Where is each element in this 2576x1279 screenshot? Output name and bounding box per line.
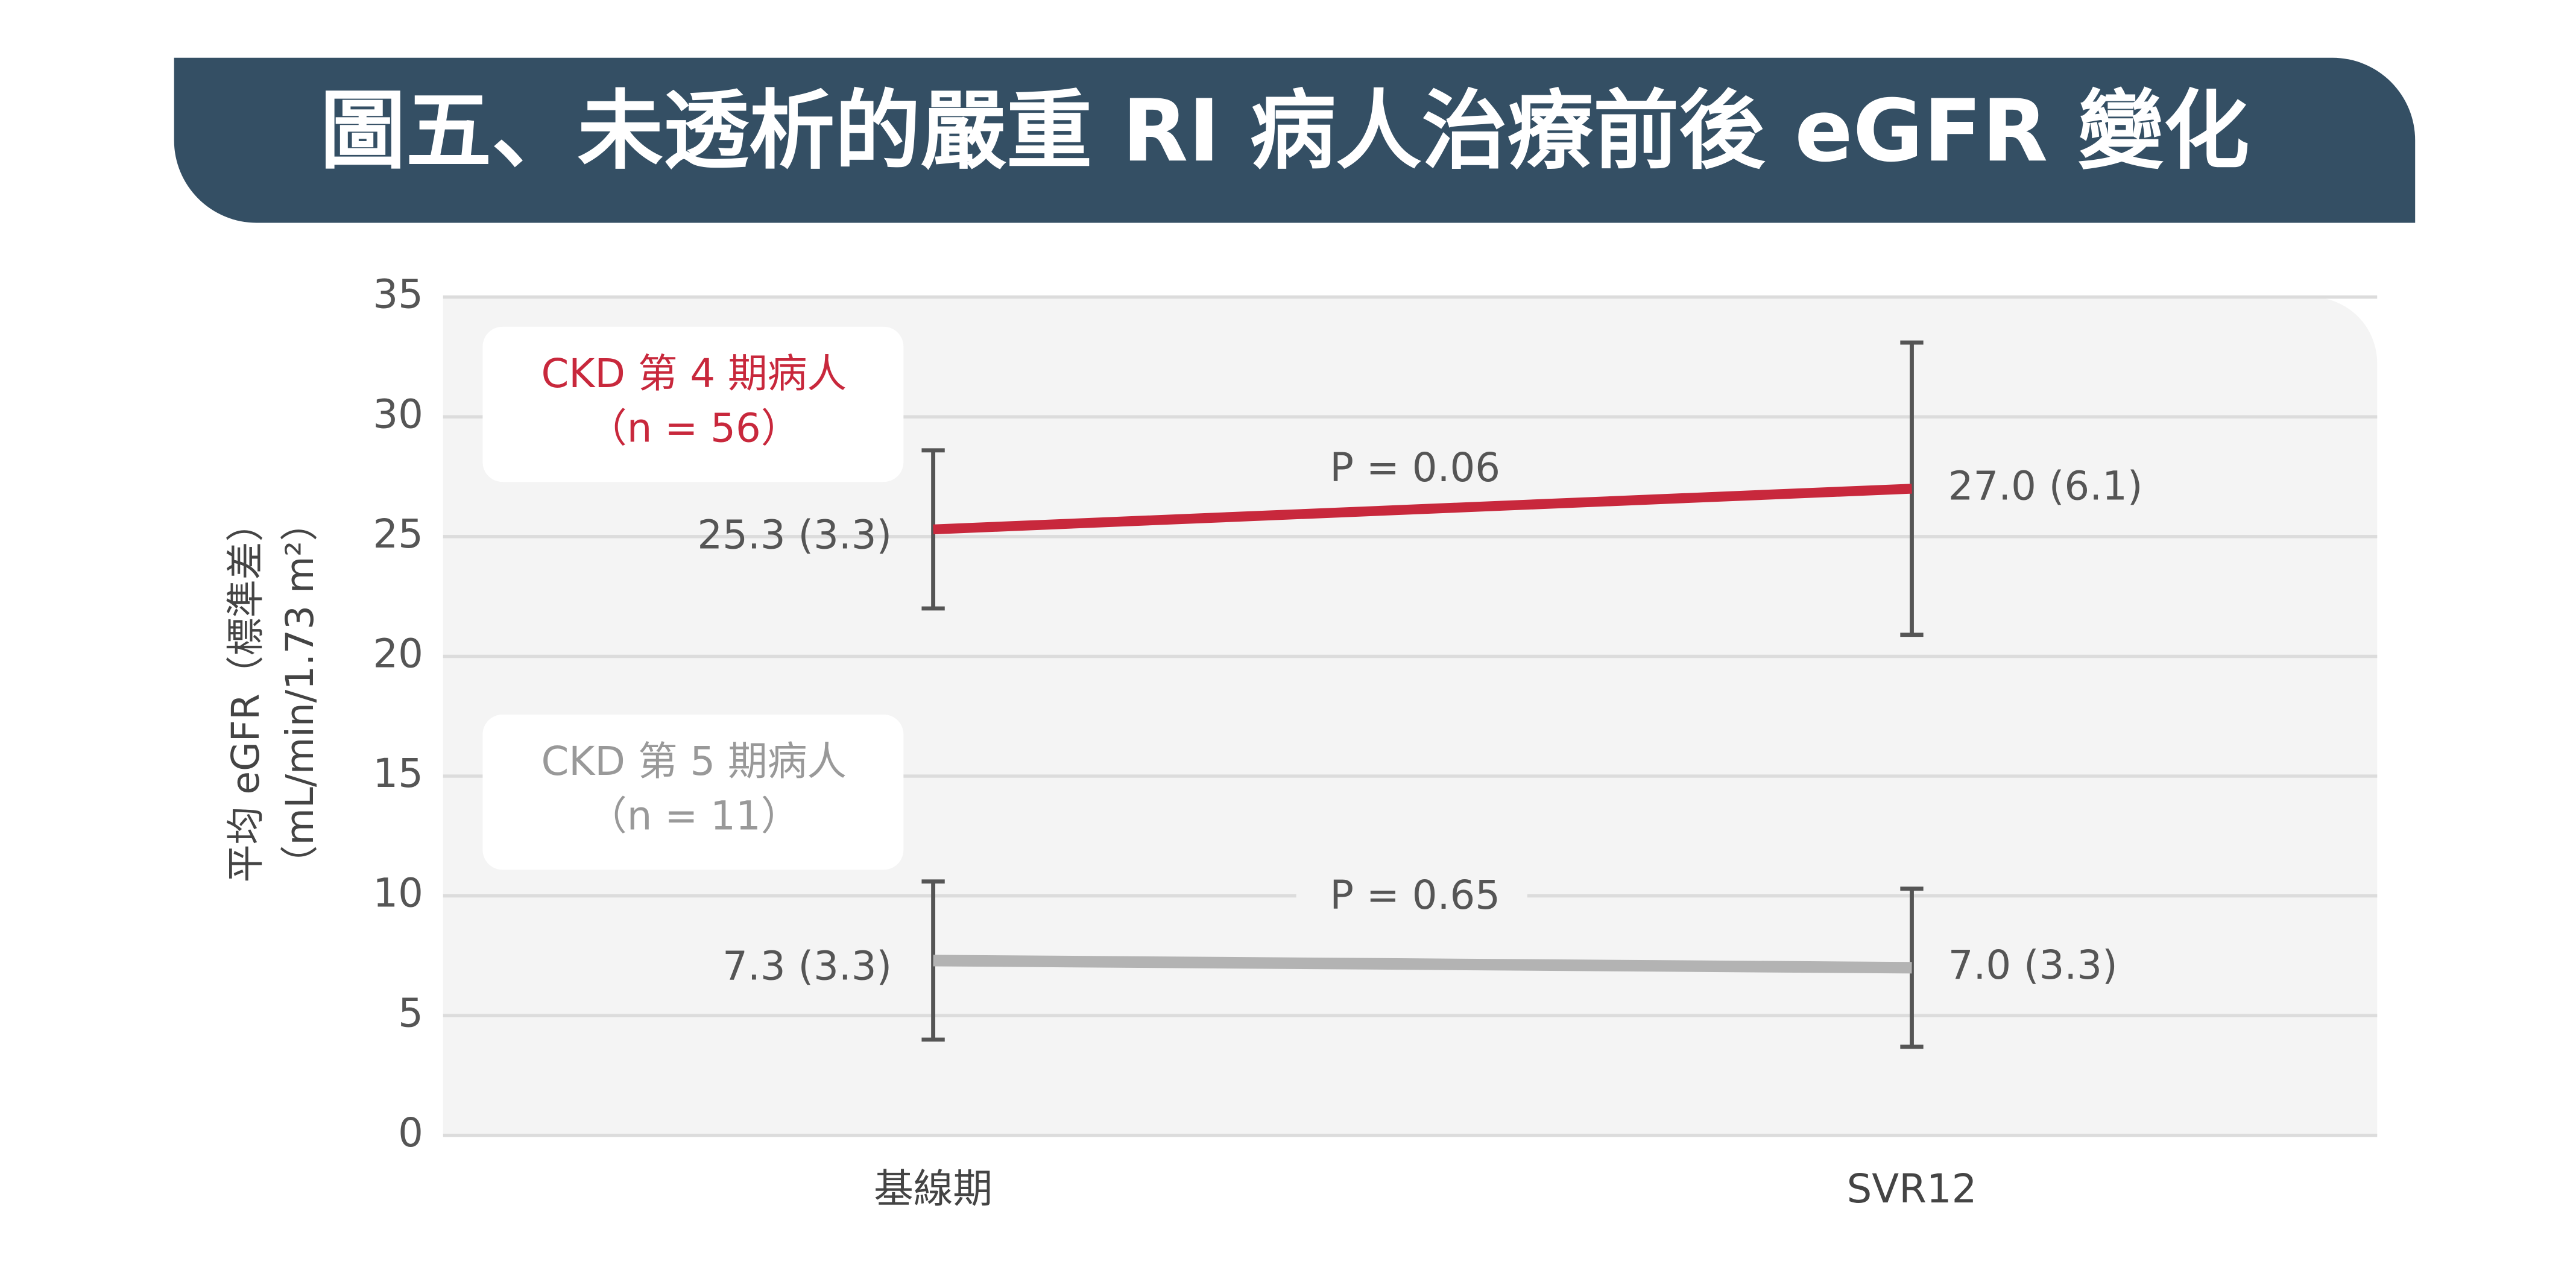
data-label: 7.0 (3.3) [1948, 943, 2118, 988]
series-line [933, 484, 1912, 535]
y-tick-label: 30 [373, 391, 423, 437]
y-tick-label: 15 [373, 751, 423, 797]
data-label: 27.0 (6.1) [1948, 463, 2143, 509]
legend-label: CKD 第 4 期病人 [541, 351, 847, 397]
chart-title: 圖五、未透析的嚴重 RI 病人治療前後 eGFR 變化 [320, 81, 2250, 181]
annotation: P = 0.06 [1330, 445, 1500, 491]
annotation-background [1296, 868, 1527, 928]
legend-sublabel: （n = 56） [587, 405, 800, 451]
y-tick-label: 5 [398, 990, 423, 1036]
legend-label: CKD 第 5 期病人 [541, 739, 847, 785]
annotation: P = 0.65 [1330, 873, 1500, 918]
legend-box [482, 326, 904, 482]
y-tick-label: 20 [373, 631, 423, 677]
x-tick-label: 基線期 [874, 1166, 993, 1212]
plot-background [443, 297, 2378, 1135]
title-bar [174, 57, 2416, 223]
y-axis-title: 平均 eGFR（標準差） [224, 504, 268, 882]
y-tick-label: 10 [373, 871, 423, 917]
y-tick-label: 0 [398, 1110, 423, 1156]
data-label: 7.3 (3.3) [722, 944, 892, 990]
x-tick-label: SVR12 [1847, 1166, 1977, 1212]
legend-sublabel: （n = 11） [587, 794, 800, 839]
annotation-background [1296, 440, 1527, 501]
legend-box [482, 715, 904, 870]
data-label: 25.3 (3.3) [697, 513, 892, 558]
y-axis-title: （mL/min/1.73 m²） [278, 503, 322, 883]
y-tick-label: 35 [373, 272, 423, 318]
series-line [933, 955, 1912, 974]
y-tick-label: 25 [373, 511, 423, 557]
